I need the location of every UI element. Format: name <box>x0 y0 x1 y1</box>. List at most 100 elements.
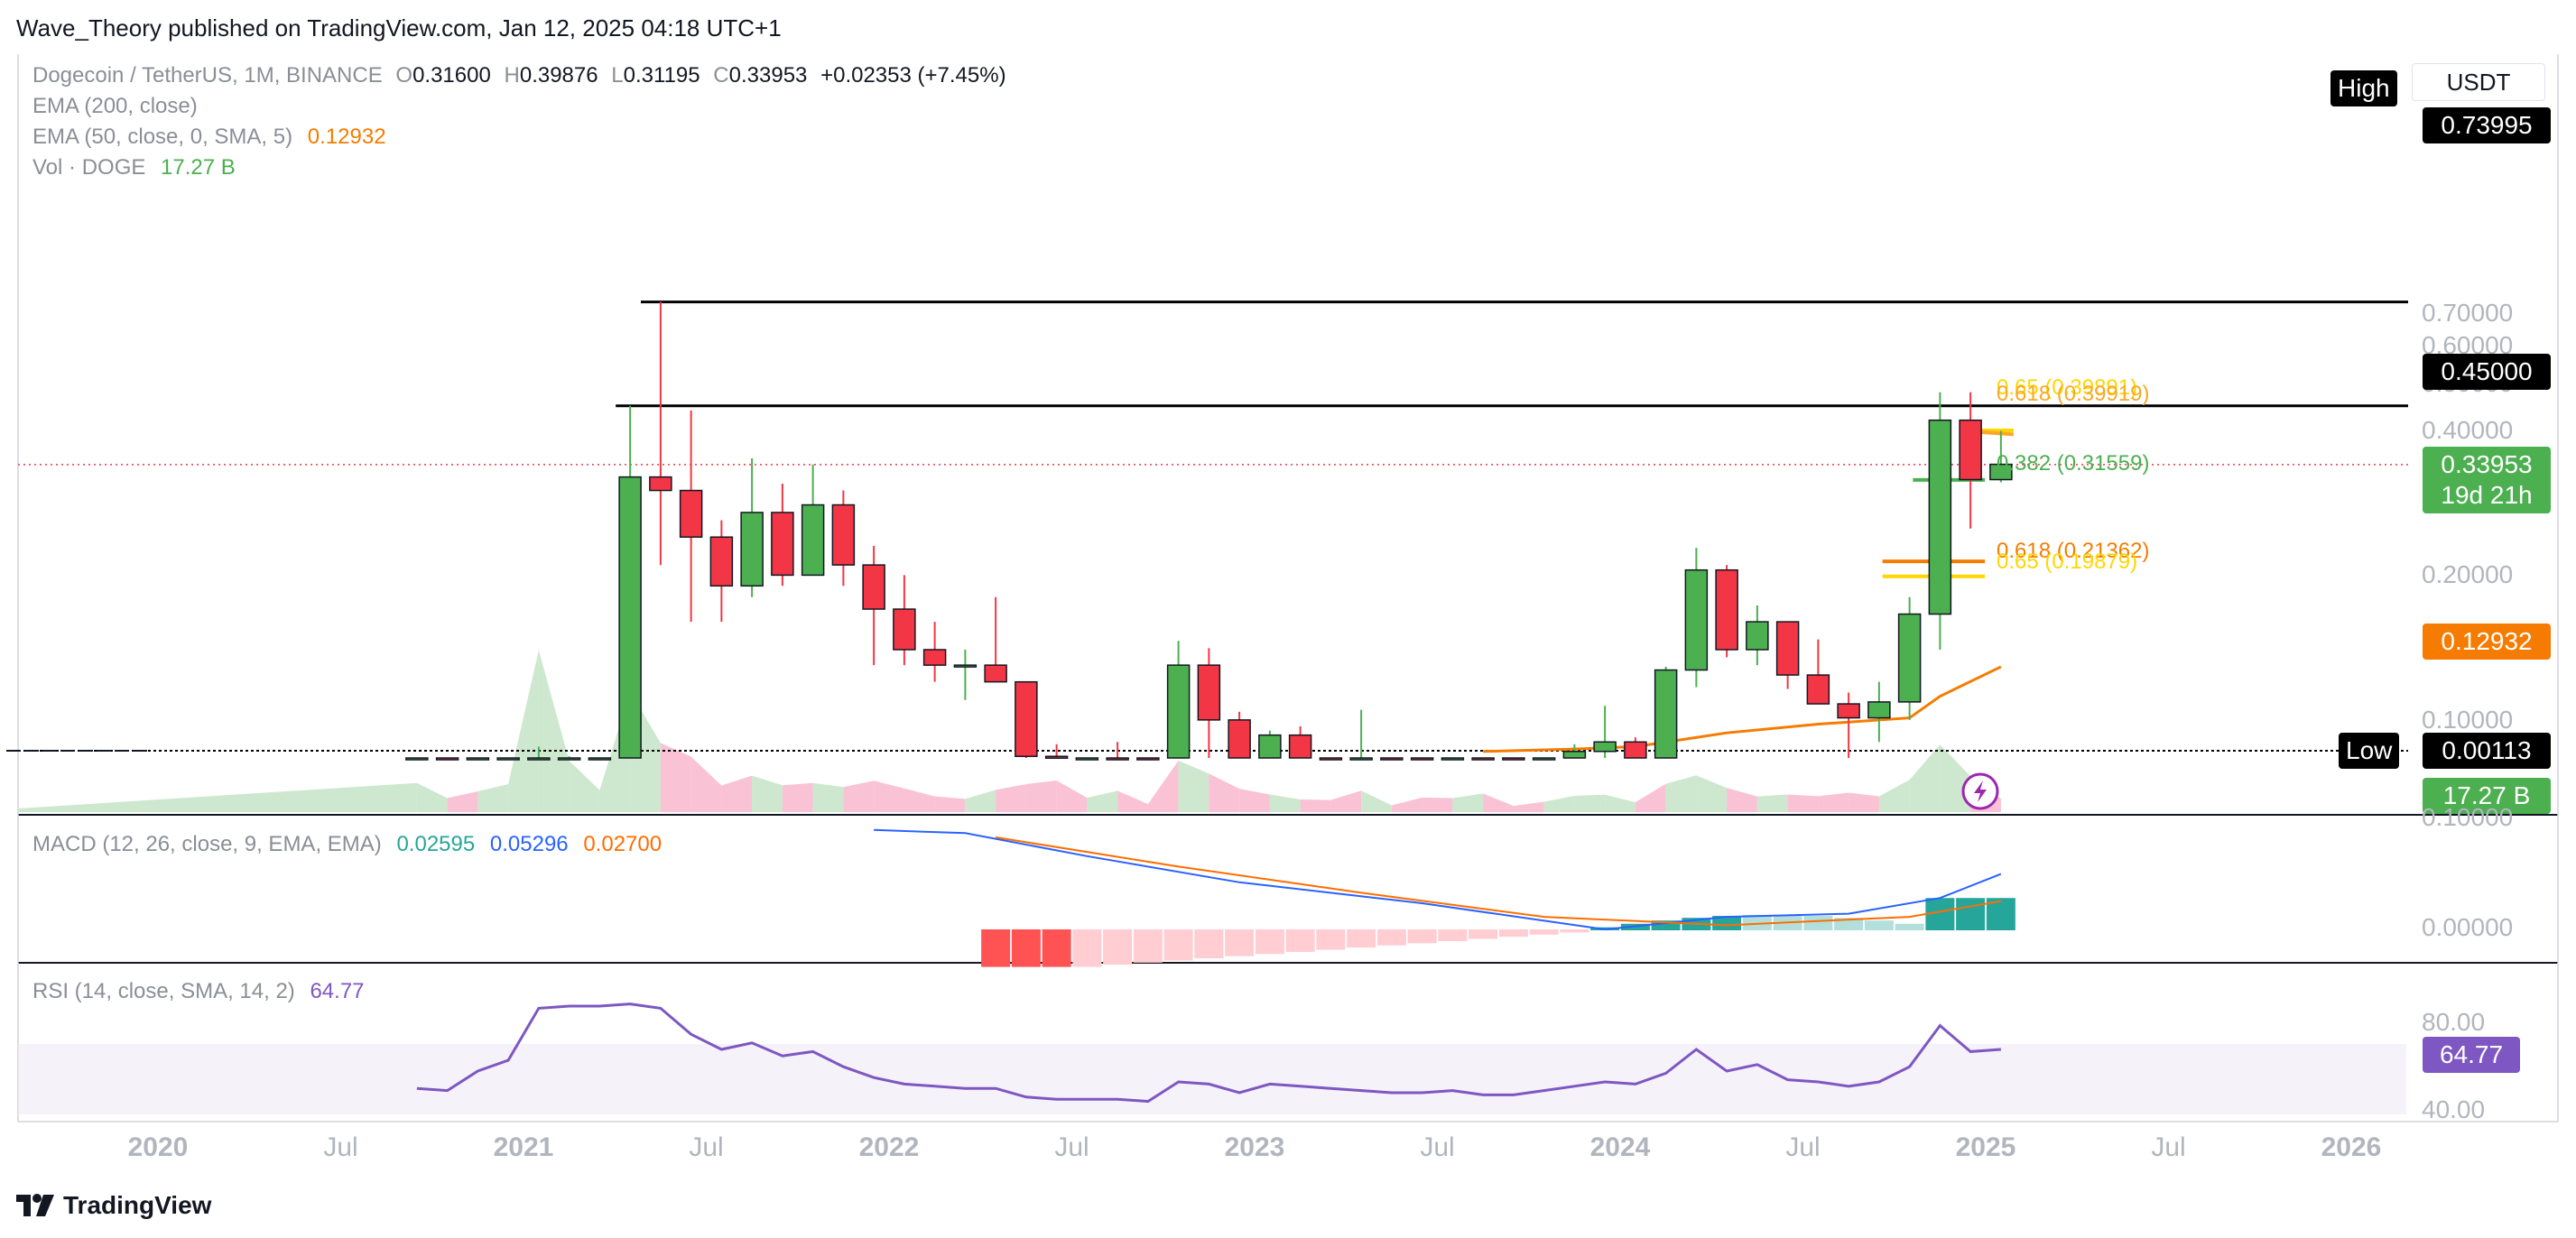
rsi-value-label: 64.77 <box>2423 1037 2520 1073</box>
tradingview-logo[interactable]: TradingView <box>16 1191 211 1220</box>
rsi-value: 64.77 <box>310 979 365 1003</box>
fib-lower-618-label: 0.618 (0.21362) <box>1997 539 2150 563</box>
macd-histogram-bar <box>1742 914 1772 930</box>
macd-histogram-bar <box>1895 923 1924 930</box>
candle-body <box>1288 734 1312 759</box>
candle-body <box>1806 674 1830 705</box>
macd-histogram-bar <box>1407 929 1437 944</box>
candle-body <box>1319 757 1343 761</box>
volume-area-segment <box>1818 792 1849 812</box>
symbol-name[interactable]: Dogecoin / TetherUS, 1M, BINANCE <box>32 63 383 88</box>
ema200-legend[interactable]: EMA (200, close) <box>32 94 198 118</box>
volume-area-segment <box>782 782 813 812</box>
macd-axis-label: 0.00000 <box>2422 913 2514 941</box>
volume-area-segment <box>416 782 448 812</box>
macd-layer <box>874 828 2015 967</box>
candle-body <box>1775 621 1800 676</box>
fib-upper-65-label: 0.65 (0.39891) <box>1997 375 2138 400</box>
macd-histogram-bar <box>1194 929 1224 959</box>
candle-body <box>1684 568 1709 671</box>
volume-area-segment <box>996 783 1026 812</box>
volume-area-segment <box>538 650 570 812</box>
candle-body <box>922 649 947 666</box>
volume-area-segment <box>1025 780 1057 812</box>
time-axis-label: Jul <box>1785 1132 1821 1162</box>
macd-histogram-bar <box>1163 929 1193 961</box>
macd-histogram-value: 0.02595 <box>396 832 476 856</box>
volume-area-segment <box>843 781 875 812</box>
macd-axis-label: 0.10000 <box>2422 803 2514 831</box>
macd-legend[interactable]: MACD (12, 26, close, 9, EMA, EMA) 0.0259… <box>32 832 662 857</box>
low-price-label: 0.00113 <box>2423 733 2551 769</box>
volume-area-segment <box>1147 760 1179 812</box>
volume-legend[interactable]: Vol · DOGE 17.27 B <box>32 155 236 180</box>
volume-area-segment <box>1361 790 1392 812</box>
time-axis-label: Jul <box>1420 1132 1455 1162</box>
candle-body <box>1746 621 1769 651</box>
candle-body <box>1471 757 1495 761</box>
fib-upper-618-label: 0.618 (0.39919) <box>1997 382 2150 406</box>
candle-body <box>953 664 978 668</box>
macd-histogram-bar <box>1712 916 1742 930</box>
macd-histogram-bar <box>1803 916 1833 930</box>
candle-body <box>801 504 825 577</box>
ohlc-high-label: H <box>504 63 520 88</box>
ohlc-open-label: O <box>395 63 413 88</box>
candles-layer <box>6 301 2013 761</box>
volume-area-segment <box>1178 760 1209 812</box>
candle-body <box>1410 757 1434 761</box>
candle-body <box>1136 757 1160 761</box>
candle-body <box>1624 741 1647 759</box>
volume-area-segment <box>934 796 966 812</box>
macd-signal-line <box>995 836 2002 927</box>
candle-body <box>1502 757 1525 761</box>
volume-area-segment <box>1483 793 1514 812</box>
currency-button[interactable]: USDT <box>2412 63 2545 101</box>
candle-body <box>1044 755 1069 759</box>
time-axis-label: 2024 <box>1589 1132 1651 1162</box>
price-axis-label: 0.20000 <box>2422 560 2514 589</box>
lightning-icon[interactable] <box>1961 772 1999 810</box>
candle-body <box>1349 757 1373 761</box>
ohlc-open-value: 0.31600 <box>412 63 491 88</box>
macd-histogram-bar <box>1438 929 1468 941</box>
macd-histogram-bar <box>1255 929 1284 955</box>
candle-body <box>1106 757 1129 761</box>
candle-body <box>679 489 703 538</box>
candle-body <box>771 512 794 577</box>
volume-area-segment <box>1330 790 1362 812</box>
ema50-line <box>1483 665 2002 753</box>
macd-histogram-bar <box>1133 929 1163 963</box>
volume-area-segment <box>812 782 844 812</box>
candle-body <box>1532 757 1556 761</box>
volume-area-segment <box>1574 794 1606 812</box>
macd-histogram-bar <box>1042 929 1071 967</box>
time-axis-label: Jul <box>2151 1132 2186 1162</box>
candle-body <box>1562 751 1587 759</box>
candle-body <box>1380 757 1404 761</box>
candle-body <box>496 757 520 761</box>
time-axis-label: Jul <box>1054 1132 1089 1162</box>
volume-area-segment <box>1422 797 1453 812</box>
candle-body <box>1441 757 1465 761</box>
ohlc-close-value: 0.33953 <box>728 63 808 88</box>
ema50-legend[interactable]: EMA (50, close, 0, SMA, 5) 0.12932 <box>32 125 386 150</box>
ema50-value: 0.12932 <box>307 125 386 149</box>
candle-body <box>1715 568 1738 651</box>
rsi-legend[interactable]: RSI (14, close, SMA, 14, 2) 64.77 <box>32 979 365 1004</box>
macd-histogram-bar <box>1560 929 1589 933</box>
candle-body <box>1928 419 1952 615</box>
time-axis-label: 2025 <box>1955 1132 2016 1162</box>
candle-body <box>649 476 672 492</box>
ema-price-label: 0.12932 <box>2423 624 2551 660</box>
candle-body <box>1959 419 1982 481</box>
volume-area-segment <box>1300 799 1331 812</box>
volume-area-segment <box>1391 797 1422 812</box>
candle-body <box>1989 463 2013 481</box>
levels-layer <box>18 300 2408 752</box>
macd-histogram-bar <box>1651 920 1681 930</box>
macd-histogram-bar <box>1011 929 1041 967</box>
volume-area-segment <box>752 775 783 812</box>
rsi-layer <box>416 1002 2001 1104</box>
